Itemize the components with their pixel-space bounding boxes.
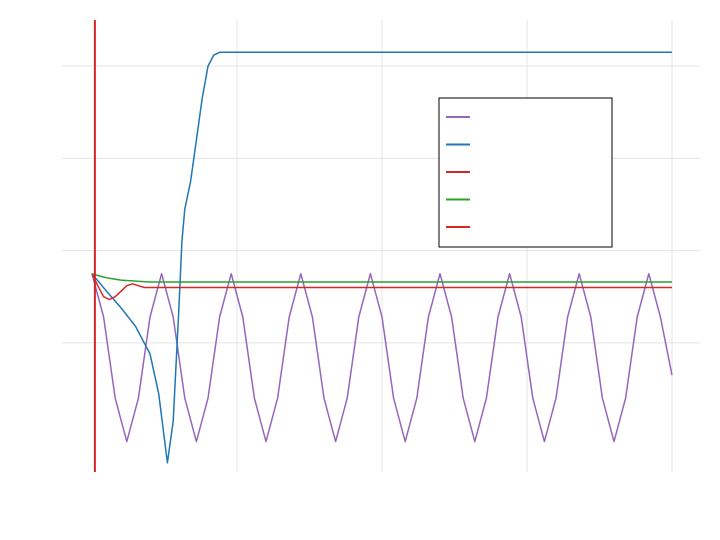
series-line-2 <box>91 273 672 301</box>
gridlines <box>62 20 700 472</box>
series-line-1 <box>91 51 672 464</box>
legend <box>438 97 613 248</box>
series-line-3 <box>91 272 672 283</box>
series-lines <box>91 20 673 472</box>
